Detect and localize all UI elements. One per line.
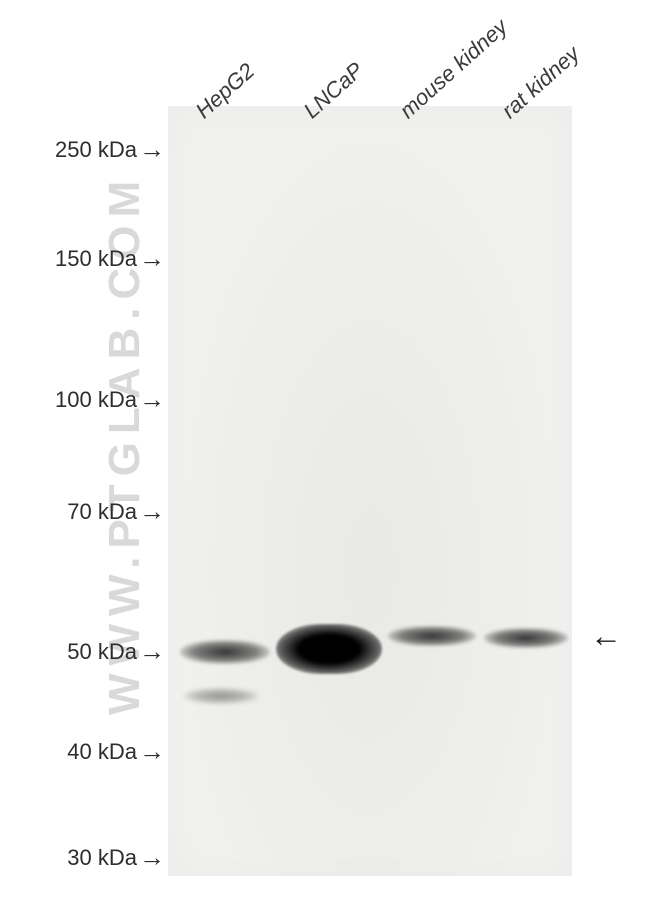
ladder-value: 150 kDa <box>55 246 137 272</box>
blot-membrane <box>168 106 572 876</box>
band-lane3-main <box>388 626 476 646</box>
arrow-right-icon: → <box>139 844 165 870</box>
ladder-mark-150: 150 kDa → <box>55 246 165 272</box>
ladder-mark-40: 40 kDa → <box>67 739 165 765</box>
ladder-value: 40 kDa <box>67 739 137 765</box>
band-lane4-main <box>484 628 568 648</box>
arrow-right-icon: → <box>139 638 165 664</box>
ladder-value: 50 kDa <box>67 639 137 665</box>
arrow-right-icon: → <box>139 245 165 271</box>
arrow-right-icon: → <box>139 136 165 162</box>
band-lane1-main <box>180 640 270 664</box>
ladder-value: 70 kDa <box>67 499 137 525</box>
ladder-value: 100 kDa <box>55 387 137 413</box>
band-lane2-strong <box>276 624 382 674</box>
arrow-right-icon: → <box>139 386 165 412</box>
ladder-mark-250: 250 kDa → <box>55 137 165 163</box>
arrow-right-icon: → <box>139 498 165 524</box>
arrow-right-icon: → <box>139 738 165 764</box>
ladder-value: 250 kDa <box>55 137 137 163</box>
ladder-mark-100: 100 kDa → <box>55 387 165 413</box>
target-band-arrow-icon: ← <box>590 618 622 655</box>
ladder-value: 30 kDa <box>67 845 137 871</box>
western-blot-figure: WWW.PTGLAB.COM 250 kDa → 150 kDa → 100 k… <box>0 0 650 903</box>
ladder-mark-30: 30 kDa → <box>67 845 165 871</box>
band-lane1-faint <box>184 688 258 704</box>
ladder-mark-70: 70 kDa → <box>67 499 165 525</box>
ladder-mark-50: 50 kDa → <box>67 639 165 665</box>
